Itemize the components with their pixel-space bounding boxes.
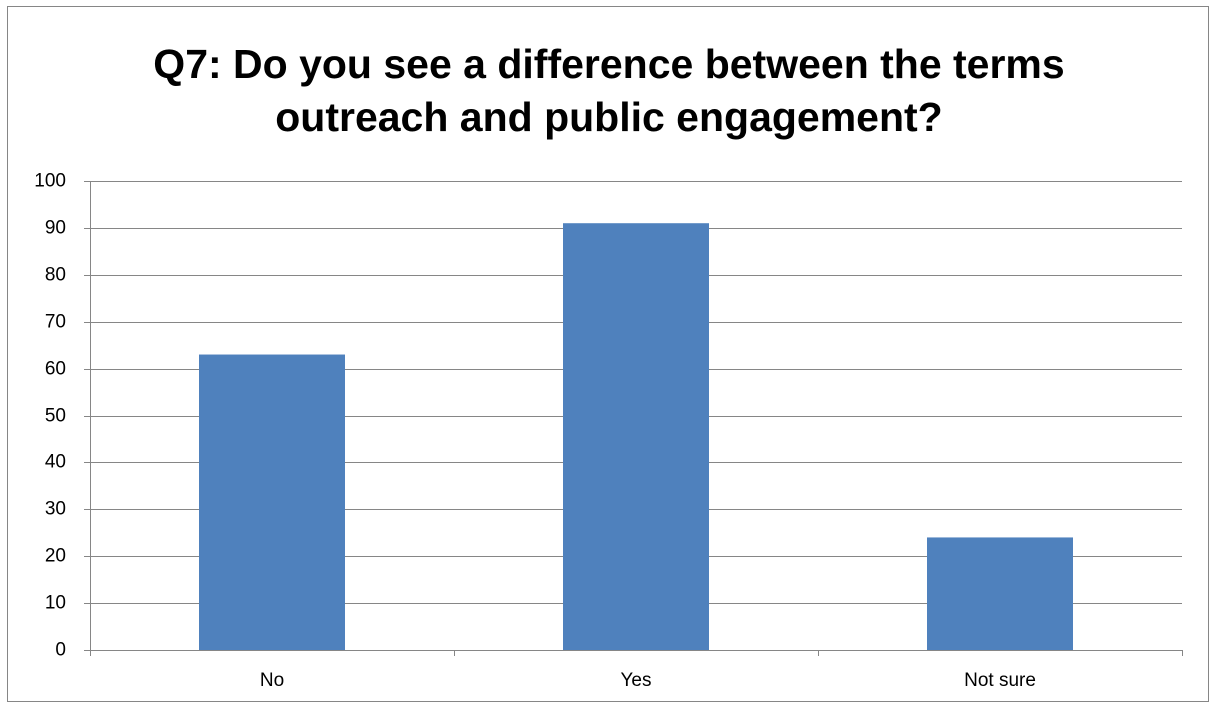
y-tick-label: 40 (45, 452, 66, 473)
chart-title-line-1: Q7: Do you see a difference between the … (153, 41, 1065, 87)
y-tick-label: 90 (45, 218, 66, 239)
chart-title: Q7: Do you see a difference between the … (0, 38, 1218, 144)
y-tick-label: 80 (45, 265, 66, 286)
y-tick-label: 100 (34, 171, 66, 192)
y-tick-label: 0 (55, 640, 66, 661)
y-tick-labels: 0 10 20 30 40 50 60 70 80 90 100 (34, 171, 66, 661)
x-tick-label: Not sure (964, 670, 1036, 691)
axes (84, 181, 1183, 656)
bar-not-sure (927, 537, 1073, 650)
y-tick-label: 20 (45, 546, 66, 567)
bars (199, 223, 1073, 650)
x-tick-label: Yes (621, 670, 652, 691)
x-tick-labels: No Yes Not sure (260, 670, 1036, 691)
bar-no (199, 354, 345, 650)
y-tick-label: 70 (45, 312, 66, 333)
y-tick-label: 30 (45, 499, 66, 520)
bar-yes (563, 223, 709, 650)
x-tick-label: No (260, 670, 284, 691)
y-tick-label: 60 (45, 359, 66, 380)
y-tick-label: 50 (45, 406, 66, 427)
y-tick-label: 10 (45, 593, 66, 614)
chart-title-line-2: outreach and public engagement? (275, 94, 943, 140)
